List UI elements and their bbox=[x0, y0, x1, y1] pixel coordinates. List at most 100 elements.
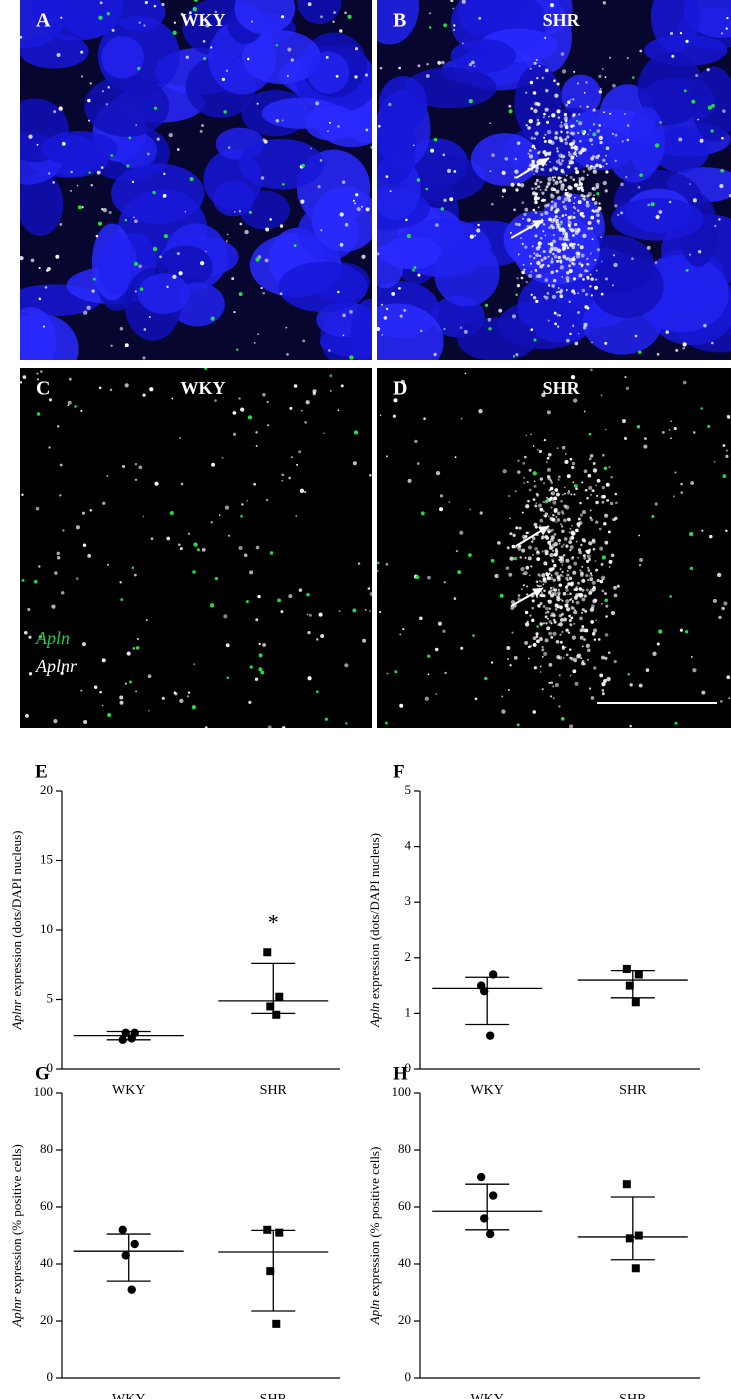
speckle bbox=[564, 646, 567, 649]
speckle bbox=[134, 290, 138, 293]
speckle bbox=[525, 504, 530, 509]
speckle bbox=[586, 105, 589, 109]
speckle bbox=[556, 313, 560, 317]
speckle bbox=[548, 226, 551, 229]
data-point bbox=[634, 970, 643, 979]
speckle bbox=[544, 210, 549, 215]
speckle bbox=[555, 208, 560, 212]
speckle bbox=[24, 631, 28, 635]
y-tick-label: 0 bbox=[405, 1060, 412, 1075]
speckle bbox=[61, 141, 66, 146]
speckle bbox=[178, 271, 183, 276]
speckle bbox=[87, 553, 92, 558]
speckle bbox=[602, 111, 605, 114]
speckle bbox=[539, 671, 542, 673]
speckle bbox=[564, 505, 570, 510]
speckle bbox=[365, 207, 370, 212]
speckle bbox=[566, 569, 569, 572]
speckle bbox=[367, 587, 371, 590]
speckle bbox=[111, 28, 115, 32]
speckle bbox=[286, 353, 289, 356]
speckle bbox=[521, 201, 525, 204]
speckle bbox=[51, 604, 56, 609]
speckle bbox=[204, 726, 208, 728]
speckle bbox=[25, 714, 29, 718]
speckle bbox=[581, 625, 585, 628]
speckle bbox=[583, 469, 588, 474]
speckle bbox=[599, 546, 604, 551]
speckle bbox=[563, 486, 566, 489]
green-speckle bbox=[588, 432, 592, 436]
speckle bbox=[290, 58, 295, 62]
speckle bbox=[400, 379, 405, 385]
speckle bbox=[329, 389, 332, 392]
speckle bbox=[552, 588, 556, 592]
speckle bbox=[578, 178, 581, 182]
speckle bbox=[554, 571, 559, 576]
speckle bbox=[537, 503, 542, 508]
speckle bbox=[99, 1, 103, 5]
speckle bbox=[546, 410, 551, 415]
speckle bbox=[559, 568, 562, 571]
speckle bbox=[591, 143, 594, 146]
speckle bbox=[543, 140, 547, 144]
speckle bbox=[588, 687, 592, 690]
speckle bbox=[344, 663, 349, 668]
speckle bbox=[598, 135, 603, 141]
speckle bbox=[716, 572, 722, 578]
speckle bbox=[238, 545, 243, 551]
speckle bbox=[36, 143, 39, 146]
speckle bbox=[368, 610, 371, 612]
speckle bbox=[643, 444, 648, 449]
speckle bbox=[468, 62, 473, 67]
speckle bbox=[550, 574, 553, 577]
speckle bbox=[541, 573, 546, 578]
speckle bbox=[590, 620, 594, 624]
nucleus bbox=[651, 0, 701, 53]
speckle bbox=[564, 188, 568, 192]
panel-title: WKY bbox=[181, 10, 226, 30]
speckle bbox=[349, 310, 353, 314]
green-speckle bbox=[669, 595, 672, 598]
speckle bbox=[580, 543, 583, 547]
speckle bbox=[556, 248, 562, 253]
speckle bbox=[559, 618, 564, 622]
speckle bbox=[547, 540, 550, 543]
speckle bbox=[532, 636, 537, 641]
speckle bbox=[508, 104, 512, 108]
speckle bbox=[638, 683, 643, 688]
speckle bbox=[95, 234, 99, 238]
speckle bbox=[598, 74, 602, 79]
speckle bbox=[592, 108, 596, 112]
speckle bbox=[233, 211, 236, 213]
speckle bbox=[671, 54, 675, 58]
speckle bbox=[596, 478, 601, 483]
speckle bbox=[251, 20, 254, 23]
speckle bbox=[27, 607, 31, 612]
speckle bbox=[564, 233, 567, 236]
speckle bbox=[595, 568, 599, 572]
speckle bbox=[574, 222, 578, 227]
speckle bbox=[552, 631, 557, 636]
speckle bbox=[614, 133, 618, 137]
speckle bbox=[561, 159, 564, 163]
y-tick-label: 10 bbox=[40, 921, 53, 936]
nucleus bbox=[20, 307, 57, 360]
speckle bbox=[463, 329, 468, 334]
green-speckle bbox=[575, 119, 579, 123]
speckle bbox=[555, 492, 560, 497]
speckle bbox=[225, 240, 228, 243]
y-tick-label: 5 bbox=[47, 990, 54, 1005]
green-speckle bbox=[77, 205, 82, 210]
speckle bbox=[589, 284, 592, 288]
speckle bbox=[592, 547, 596, 551]
speckle bbox=[355, 193, 359, 197]
speckle bbox=[490, 661, 494, 664]
speckle bbox=[600, 575, 606, 580]
speckle bbox=[605, 604, 609, 608]
speckle bbox=[380, 303, 383, 306]
speckle bbox=[583, 594, 587, 598]
speckle bbox=[476, 228, 481, 233]
speckle bbox=[532, 296, 537, 300]
speckle bbox=[439, 494, 444, 498]
